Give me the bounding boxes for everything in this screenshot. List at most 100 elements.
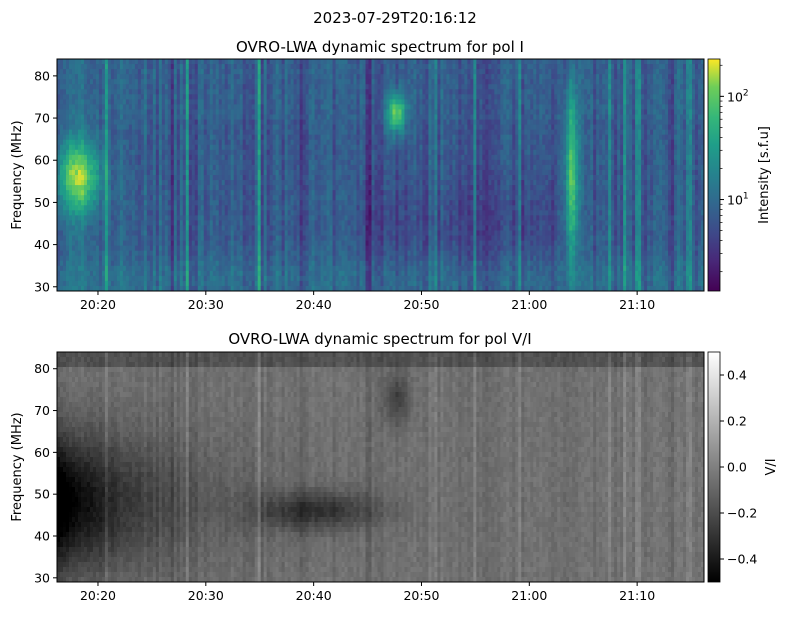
heatmap-cell	[296, 84, 301, 90]
heatmap-cell	[356, 260, 360, 267]
heatmap-cell	[260, 260, 265, 267]
heatmap-cell	[125, 255, 130, 262]
heatmap-cell	[161, 124, 166, 131]
heatmap-cell	[221, 215, 226, 221]
heatmap-cell	[116, 265, 121, 272]
heatmap-cell	[275, 250, 280, 257]
heatmap-cell	[155, 69, 160, 75]
heatmap-cell	[161, 114, 166, 120]
heatmap-cell	[335, 89, 339, 95]
heatmap-cell	[257, 250, 262, 257]
heatmap-cell	[176, 109, 181, 115]
heatmap-cell	[347, 185, 351, 191]
heatmap-cell	[329, 255, 333, 262]
heatmap-cell	[326, 154, 330, 161]
heatmap-cell	[71, 190, 76, 196]
heatmap-cell	[173, 109, 178, 115]
heatmap-cell	[191, 225, 196, 231]
heatmap-cell	[57, 240, 61, 247]
heatmap-cell	[260, 195, 265, 201]
heatmap-cell	[113, 129, 118, 136]
heatmap-cell	[137, 180, 142, 186]
heatmap-cell	[197, 220, 202, 226]
heatmap-cell	[77, 185, 82, 191]
heatmap-cell	[197, 134, 202, 141]
heatmap-cell	[269, 250, 274, 257]
heatmap-cell	[155, 134, 160, 141]
heatmap-cell	[293, 134, 298, 141]
heatmap-cell	[119, 164, 124, 171]
heatmap-cell	[215, 260, 220, 267]
heatmap-cell	[95, 235, 100, 241]
heatmap-cell	[80, 89, 85, 95]
heatmap-cell	[215, 180, 220, 186]
heatmap-cell	[155, 245, 160, 252]
heatmap-cell	[74, 195, 79, 201]
heatmap-cell	[233, 149, 238, 156]
heatmap-cell	[308, 114, 313, 120]
heatmap-cell	[95, 149, 100, 156]
heatmap-cell	[233, 245, 238, 252]
heatmap-cell	[86, 124, 91, 131]
heatmap-cell	[227, 190, 232, 196]
heatmap-cell	[323, 250, 327, 257]
heatmap-cell	[71, 235, 76, 241]
heatmap-cell	[197, 175, 202, 181]
heatmap-cell	[110, 255, 115, 262]
heatmap-cell	[197, 99, 202, 105]
heatmap-cell	[209, 275, 214, 282]
heatmap-cell	[323, 200, 327, 206]
heatmap-cell	[374, 190, 378, 196]
heatmap-cell	[266, 195, 271, 201]
heatmap-cell	[344, 149, 348, 156]
heatmap-cell	[374, 144, 378, 151]
heatmap-cell	[149, 99, 154, 105]
heatmap-cell	[95, 84, 100, 90]
heatmap-cell	[227, 220, 232, 226]
heatmap-cell	[239, 144, 244, 151]
heatmap-cell	[368, 230, 372, 236]
heatmap-cell	[254, 64, 259, 70]
heatmap-cell	[233, 175, 238, 181]
heatmap-cell	[218, 200, 223, 206]
heatmap-cell	[305, 69, 310, 75]
heatmap-cell	[113, 220, 118, 226]
heatmap-cell	[152, 124, 157, 131]
heatmap-cell	[95, 185, 100, 191]
heatmap-cell	[278, 200, 283, 206]
heatmap-cell	[95, 124, 100, 131]
heatmap-cell	[344, 64, 348, 70]
heatmap-cell	[356, 134, 360, 141]
heatmap-cell	[239, 240, 244, 247]
heatmap-cell	[374, 205, 378, 211]
heatmap-cell	[323, 169, 327, 176]
heatmap-cell	[341, 144, 345, 151]
heatmap-cell	[176, 104, 181, 110]
heatmap-cell	[101, 200, 106, 206]
heatmap-cell	[365, 119, 369, 125]
heatmap-cell	[323, 185, 327, 191]
heatmap-cell	[359, 59, 363, 65]
heatmap-cell	[230, 169, 235, 176]
heatmap-cell	[236, 215, 241, 221]
heatmap-cell	[287, 159, 292, 166]
heatmap-cell	[200, 84, 205, 90]
heatmap-cell	[296, 114, 301, 120]
heatmap-cell	[374, 285, 378, 291]
heatmap-cell	[86, 159, 91, 166]
heatmap-cell	[158, 230, 163, 236]
heatmap-cell	[116, 114, 121, 120]
heatmap-cell	[239, 225, 244, 231]
heatmap-cell	[62, 109, 67, 115]
heatmap-cell	[197, 195, 202, 201]
heatmap-cell	[242, 144, 247, 151]
heatmap-cell	[341, 175, 345, 181]
heatmap-cell	[215, 240, 220, 247]
heatmap-cell	[137, 240, 142, 247]
heatmap-cell	[230, 159, 235, 166]
heatmap-cell	[233, 169, 238, 176]
heatmap-cell	[83, 285, 88, 291]
heatmap-cell	[263, 159, 268, 166]
heatmap-cell	[128, 270, 133, 277]
heatmap-cell	[221, 84, 226, 90]
